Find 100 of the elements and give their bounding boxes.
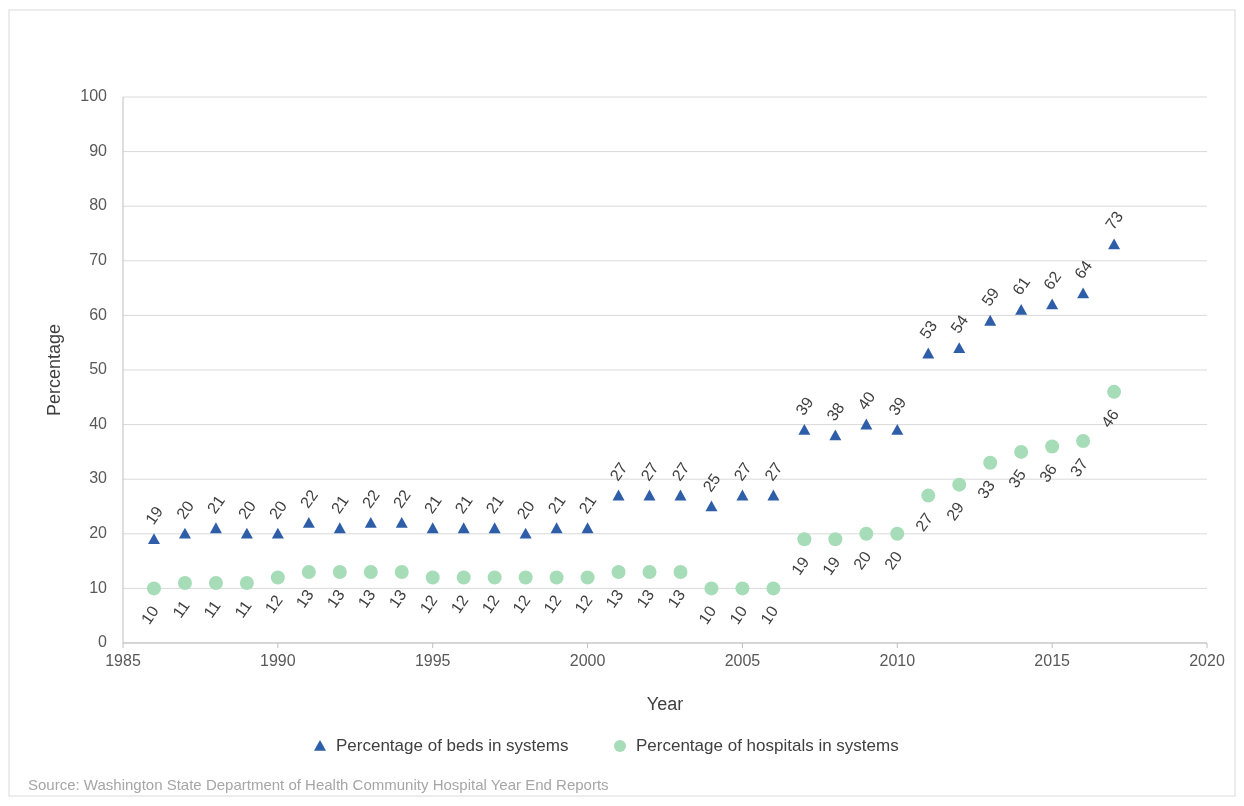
data-label: 53 — [916, 317, 941, 342]
data-label: 20 — [172, 497, 198, 522]
point — [395, 516, 408, 528]
data-label: 11 — [169, 597, 193, 621]
x-tick-label: 2000 — [569, 652, 606, 669]
data-label: 61 — [1009, 273, 1034, 299]
point — [549, 570, 564, 585]
data-label: 12 — [509, 591, 534, 617]
point — [426, 522, 439, 534]
data-label: 36 — [1035, 460, 1061, 486]
point — [1046, 298, 1059, 310]
data-label: 19 — [141, 502, 167, 528]
y-axis-title: Percentage — [44, 323, 64, 417]
point — [953, 342, 966, 353]
data-label: 27 — [606, 459, 631, 484]
point — [581, 522, 594, 534]
y-tick-label: 40 — [89, 414, 108, 432]
point — [643, 489, 656, 501]
data-label: 27 — [761, 459, 786, 484]
data-label: 12 — [447, 591, 472, 617]
point — [859, 526, 874, 541]
data-label: 12 — [478, 591, 503, 617]
data-label: 29 — [943, 498, 968, 524]
point — [828, 532, 843, 547]
data-label: 10 — [695, 602, 720, 628]
point — [177, 575, 192, 590]
data-label: 46 — [1097, 406, 1123, 431]
data-label: 20 — [234, 497, 260, 522]
point — [487, 570, 502, 585]
point — [302, 516, 315, 528]
y-tick-label: 80 — [89, 196, 108, 214]
data-label: 12 — [571, 591, 596, 617]
data-label: 20 — [265, 497, 291, 522]
point — [1076, 433, 1091, 448]
point — [798, 424, 811, 435]
data-label: 13 — [292, 586, 317, 611]
data-label: 27 — [637, 459, 662, 484]
point — [984, 314, 997, 326]
y-tick-label: 50 — [89, 360, 108, 378]
y-tick-label: 30 — [89, 469, 108, 487]
point — [1108, 238, 1121, 250]
data-label: 22 — [389, 486, 414, 512]
point — [301, 565, 316, 580]
legend-label: Percentage of beds in systems — [336, 736, 569, 756]
point — [921, 488, 936, 503]
data-label: 25 — [699, 470, 724, 495]
data-label: 62 — [1040, 268, 1065, 293]
point — [518, 570, 533, 585]
point — [1015, 303, 1028, 315]
point — [829, 429, 842, 441]
data-label: 22 — [296, 486, 322, 512]
x-tick-label: 2020 — [1189, 652, 1225, 669]
point — [270, 570, 285, 585]
point — [146, 581, 161, 596]
data-label: 11 — [231, 597, 255, 621]
x-tick-label: 2015 — [1034, 652, 1071, 669]
point — [456, 570, 471, 585]
data-label: 13 — [323, 586, 348, 611]
point — [240, 527, 253, 539]
data-label: 10 — [726, 602, 751, 628]
x-tick-label: 1995 — [414, 652, 451, 669]
data-label: 21 — [575, 492, 600, 517]
point — [612, 489, 625, 501]
data-label: 59 — [978, 284, 1003, 310]
point — [425, 570, 440, 585]
point — [674, 489, 687, 501]
point — [457, 522, 470, 534]
point — [488, 522, 501, 534]
point — [239, 575, 254, 590]
y-tick-label: 60 — [89, 305, 108, 323]
data-label: 21 — [203, 492, 229, 517]
data-label: 35 — [1004, 466, 1030, 491]
data-label: 64 — [1071, 257, 1096, 282]
point — [952, 477, 967, 492]
data-label: 13 — [633, 586, 658, 611]
x-tick-label: 1985 — [105, 652, 141, 669]
point — [704, 581, 719, 596]
data-label: 21 — [327, 492, 352, 517]
data-label: 27 — [912, 509, 937, 535]
x-tick-label: 1990 — [260, 652, 296, 669]
y-tick-label: 100 — [80, 87, 108, 105]
source-note: Source: Washington State Department of Health Community Hospital Year End Reports — [28, 776, 609, 793]
point — [891, 424, 904, 435]
data-label: 12 — [261, 591, 286, 617]
data-label: 20 — [881, 548, 906, 573]
point — [208, 575, 223, 590]
data-label: 21 — [420, 492, 445, 517]
y-tick-label: 0 — [98, 633, 108, 651]
data-label: 21 — [482, 492, 507, 517]
point — [147, 533, 160, 545]
y-tick-label: 70 — [89, 251, 108, 269]
y-tick-label: 10 — [89, 578, 108, 596]
point — [519, 527, 532, 539]
point — [611, 565, 626, 580]
data-label: 20 — [513, 497, 538, 522]
point — [1014, 444, 1029, 459]
point — [890, 526, 905, 541]
data-label: 37 — [1066, 455, 1092, 480]
data-label: 12 — [540, 591, 565, 617]
point — [642, 565, 657, 580]
